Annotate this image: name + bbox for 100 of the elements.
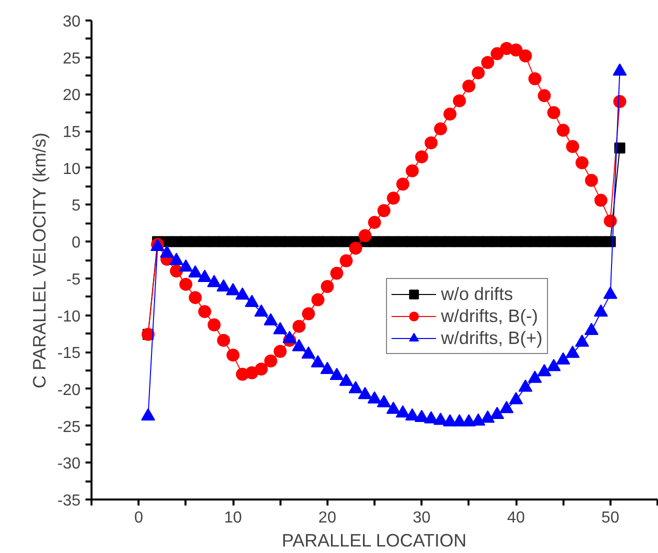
point [566, 346, 580, 358]
y-tick-label: -10 [57, 308, 81, 326]
point [415, 150, 428, 164]
point [443, 108, 456, 121]
point [509, 392, 523, 404]
point [207, 274, 222, 288]
point [368, 216, 381, 229]
point [160, 245, 174, 258]
point [226, 348, 240, 362]
legend-label: w/drifts, B(+) [441, 327, 543, 349]
point [490, 406, 504, 420]
point [320, 362, 334, 374]
point [217, 334, 230, 347]
point [358, 229, 372, 242]
point [396, 178, 410, 191]
y-axis-title: C PARALLEL VELOCITY (km/s) [29, 132, 50, 388]
point [349, 242, 362, 255]
x-tick-label: 50 [601, 510, 620, 526]
point [528, 370, 542, 383]
point [254, 304, 268, 317]
point [500, 400, 514, 414]
point [310, 355, 325, 368]
point [510, 43, 522, 56]
point [340, 254, 353, 268]
point [292, 320, 306, 333]
point [566, 140, 580, 153]
point [406, 164, 419, 178]
point [235, 287, 250, 300]
point [405, 408, 420, 420]
point [368, 391, 382, 404]
point [208, 318, 221, 332]
point [301, 346, 316, 359]
point [452, 94, 466, 108]
point [481, 56, 494, 69]
point [330, 368, 344, 380]
point [386, 192, 400, 205]
point [603, 286, 618, 299]
point [472, 66, 485, 80]
point [170, 264, 183, 278]
point [386, 402, 400, 414]
point [254, 362, 268, 376]
x-tick-label: 30 [412, 510, 431, 526]
point [226, 282, 240, 296]
point [518, 49, 532, 62]
point [546, 358, 561, 372]
point [264, 354, 278, 368]
y-tick-label: 20 [62, 87, 81, 104]
y-tick-label: -5 [66, 271, 81, 288]
point [264, 313, 278, 326]
x-tick-label: 10 [224, 510, 242, 526]
point [434, 122, 448, 136]
point [434, 412, 448, 425]
point [282, 330, 297, 344]
point [188, 291, 202, 304]
point [594, 194, 608, 207]
point [377, 204, 390, 218]
point [292, 338, 306, 352]
x-tick-label: 20 [318, 510, 336, 526]
legend-label: w/o drifts [441, 283, 514, 305]
point [576, 156, 589, 170]
point [537, 364, 552, 376]
y-tick-label: 15 [62, 124, 81, 142]
point [594, 304, 608, 317]
point [302, 307, 315, 320]
y-tick-label: -30 [57, 456, 81, 473]
point [547, 106, 560, 120]
point [584, 322, 598, 335]
point [396, 405, 410, 418]
y-tick-label: 25 [62, 50, 81, 68]
point [376, 394, 391, 408]
point [311, 293, 324, 306]
y-tick-label: -15 [57, 345, 81, 362]
point [490, 47, 504, 60]
point [604, 214, 617, 228]
x-tick-label: 0 [134, 510, 144, 526]
x-axis-title: PARALLEL LOCATION [282, 530, 467, 550]
point [528, 72, 542, 86]
point [584, 174, 598, 187]
point [330, 266, 344, 280]
point [141, 408, 156, 420]
point [424, 136, 438, 150]
point [414, 410, 429, 422]
point [462, 80, 476, 93]
y-tick-label: 30 [62, 14, 81, 30]
point [339, 374, 354, 386]
point [556, 124, 570, 137]
y-tick-label: -35 [57, 492, 81, 510]
y-tick-label: 10 [62, 160, 81, 178]
point [575, 334, 590, 347]
point [179, 278, 192, 291]
point [480, 410, 495, 423]
point [244, 294, 259, 307]
point [178, 259, 193, 272]
point [471, 413, 486, 426]
point [320, 280, 334, 294]
point [518, 379, 532, 392]
legend-label: w/drifts, B(-) [441, 305, 538, 327]
point [274, 344, 287, 358]
y-tick-label: -20 [57, 382, 81, 399]
point [348, 380, 363, 394]
